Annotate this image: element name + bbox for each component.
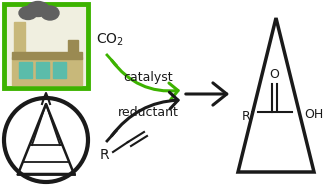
FancyArrowPatch shape [112,60,178,100]
Bar [19,62,32,78]
Ellipse shape [27,2,49,16]
Bar [36,62,49,78]
Ellipse shape [19,6,37,19]
Bar [12,57,82,85]
Ellipse shape [41,6,59,20]
Circle shape [4,98,88,182]
Text: reductant: reductant [118,105,179,119]
Text: CO$_2$: CO$_2$ [96,32,124,48]
Text: R: R [100,148,110,162]
Text: catalyst: catalyst [123,71,173,84]
FancyArrowPatch shape [186,83,227,105]
FancyArrowPatch shape [112,92,178,136]
Bar [68,40,78,54]
Bar [4,4,88,88]
Bar [14,22,25,64]
Text: O: O [269,67,279,81]
Text: OH: OH [304,108,323,121]
Bar [12,52,82,59]
Bar [53,62,66,78]
Text: R': R' [242,109,254,122]
